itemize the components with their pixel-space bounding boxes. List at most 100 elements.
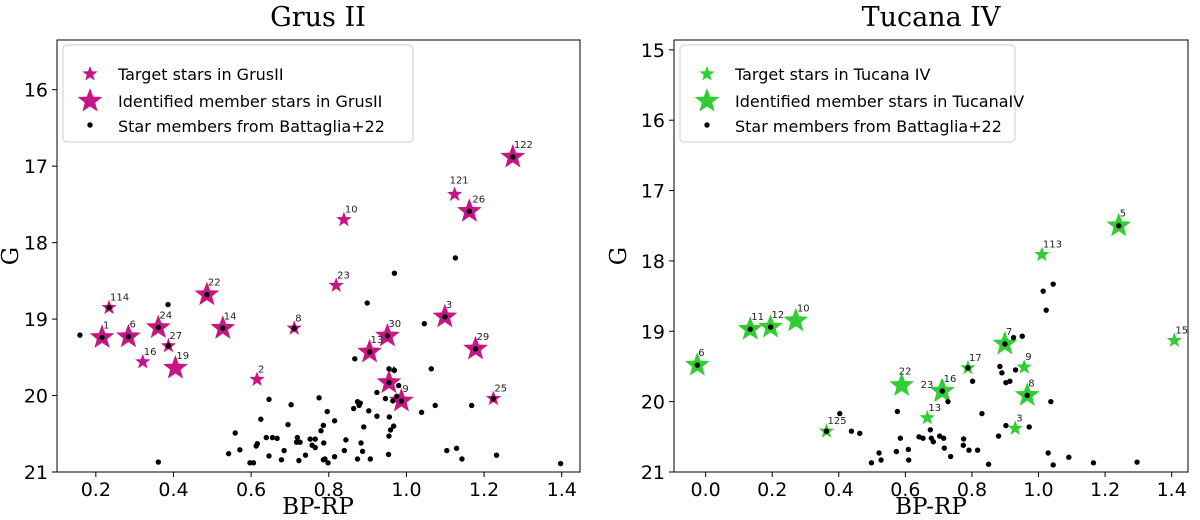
battaglia-member-dot — [1050, 281, 1056, 287]
star-id-label: 13 — [928, 403, 941, 414]
battaglia-member-dot — [331, 454, 338, 460]
star-id-label: 1 — [103, 320, 109, 331]
star-id-label: 30 — [388, 319, 401, 330]
battaglia-member-dot — [837, 410, 843, 417]
star-id-label: 5 — [1120, 209, 1126, 220]
x-tick-label: 0.6 — [890, 479, 920, 501]
battaglia-member-dot — [359, 448, 366, 455]
battaglia-member-dot — [269, 434, 276, 441]
battaglia-member-dot — [266, 453, 272, 459]
x-tick-label: 0.6 — [236, 479, 266, 501]
battaglia-member-dot — [466, 208, 473, 214]
star-id-label: 22 — [208, 278, 221, 289]
battaglia-member-dot — [237, 447, 243, 453]
star-id-label: 25 — [494, 384, 507, 395]
battaglia-member-dot — [878, 457, 884, 463]
y-tick-label: 17 — [24, 156, 48, 178]
battaglia-member-dot — [428, 366, 434, 372]
battaglia-member-dot — [897, 435, 904, 441]
y-tick-label: 19 — [24, 309, 48, 331]
battaglia-member-dot — [1003, 422, 1009, 429]
battaglia-member-dot — [985, 461, 992, 467]
star-id-label: 12 — [772, 310, 785, 321]
battaglia-member-dot — [288, 402, 294, 408]
battaglia-member-dot — [1007, 378, 1013, 384]
chart-title: Tucana IV — [862, 2, 1001, 33]
legend-small-star-icon — [82, 66, 98, 81]
battaglia-member-dot — [1019, 333, 1025, 339]
battaglia-member-dot — [354, 456, 361, 462]
star-id-label: 114 — [110, 293, 129, 304]
star-id-label: 6 — [129, 320, 135, 331]
battaglia-member-dot — [453, 445, 460, 451]
battaglia-member-dot — [1002, 341, 1008, 347]
tucana-iv-panel: 0.0 0.2 0.4 0.6 0.8 1.0 1.2 1.4 15 16 17 18 19 20 21 11… — [606, 2, 1189, 520]
star-id-label: 16 — [944, 374, 957, 385]
battaglia-member-dot — [204, 291, 210, 298]
battaglia-member-dot — [99, 334, 105, 341]
y-tick-label: 21 — [641, 462, 665, 484]
battaglia-member-dot — [1050, 462, 1056, 468]
battaglia-member-dot — [364, 300, 370, 306]
x-tick-label: 0.2 — [81, 479, 111, 501]
battaglia-member-dot — [965, 365, 971, 371]
battaglia-member-dot — [876, 450, 882, 456]
legend-small-star-icon — [699, 66, 715, 81]
star-id-label: 11 — [751, 312, 764, 323]
target-star-113 — [1034, 246, 1050, 262]
battaglia-member-dot — [940, 435, 947, 441]
y-tick-label: 16 — [641, 110, 665, 132]
plot-area: 0.2 0.4 0.6 0.8 1.0 1.2 1.41617181920211211023… — [24, 39, 581, 501]
battaglia-member-dot — [999, 370, 1005, 376]
battaglia-member-dot — [291, 325, 297, 331]
battaglia-member-dot — [1066, 454, 1072, 460]
battaglia-member-dot — [945, 398, 951, 405]
legend-label-member: Identified member stars in TucanaIV — [735, 92, 1024, 111]
battaglia-member-dot — [385, 451, 392, 458]
battaglia-member-dot — [1026, 424, 1032, 430]
target-star-23 — [328, 277, 344, 292]
battaglia-member-dot — [442, 314, 448, 320]
battaglia-member-dot — [490, 395, 497, 402]
battaglia-member-dot — [468, 402, 475, 409]
legend-dot-icon — [87, 122, 93, 128]
battaglia-member-dot — [557, 460, 564, 467]
battaglia-member-dot — [927, 427, 934, 433]
legend-dot-icon — [704, 122, 710, 128]
battaglia-member-dot — [1134, 459, 1140, 465]
legend-label-battaglia: Star members from Battaglia+22 — [118, 117, 385, 136]
battaglia-member-dot — [452, 255, 459, 261]
battaglia-member-dot — [421, 320, 428, 327]
battaglia-member-dot — [960, 442, 966, 448]
y-tick-label: 20 — [641, 392, 665, 414]
battaglia-member-dot — [472, 346, 479, 352]
x-tick-label: 0.8 — [957, 479, 987, 501]
star-id-label: 26 — [472, 194, 485, 205]
star-id-label: 24 — [159, 310, 172, 321]
y-tick-label: 21 — [24, 462, 48, 484]
battaglia-member-dot — [947, 453, 954, 460]
battaglia-member-dot — [510, 154, 516, 160]
target-star-10 — [336, 211, 352, 227]
battaglia-member-dot — [979, 410, 985, 417]
target-star-9 — [1016, 359, 1032, 374]
legend-label-target: Target stars in Tucana IV — [734, 65, 931, 84]
x-tick-label: 0.4 — [824, 479, 854, 501]
battaglia-member-dot — [296, 457, 302, 464]
battaglia-member-dot — [694, 362, 701, 368]
battaglia-member-dot — [387, 427, 394, 433]
star-id-label: 9 — [402, 384, 408, 395]
battaglia-member-dot — [394, 393, 400, 400]
battaglia-member-dot — [316, 395, 322, 401]
battaglia-member-dot — [395, 382, 402, 389]
battaglia-member-dot — [294, 434, 301, 441]
battaglia-member-dot — [302, 452, 309, 458]
battaglia-member-dot — [905, 457, 912, 463]
battaglia-member-dot — [930, 439, 937, 445]
battaglia-member-dot — [320, 422, 327, 429]
member-star-19 — [163, 355, 188, 379]
battaglia-member-dot — [220, 325, 226, 331]
battaglia-member-dot — [165, 343, 172, 349]
battaglia-member-dot — [281, 447, 287, 454]
